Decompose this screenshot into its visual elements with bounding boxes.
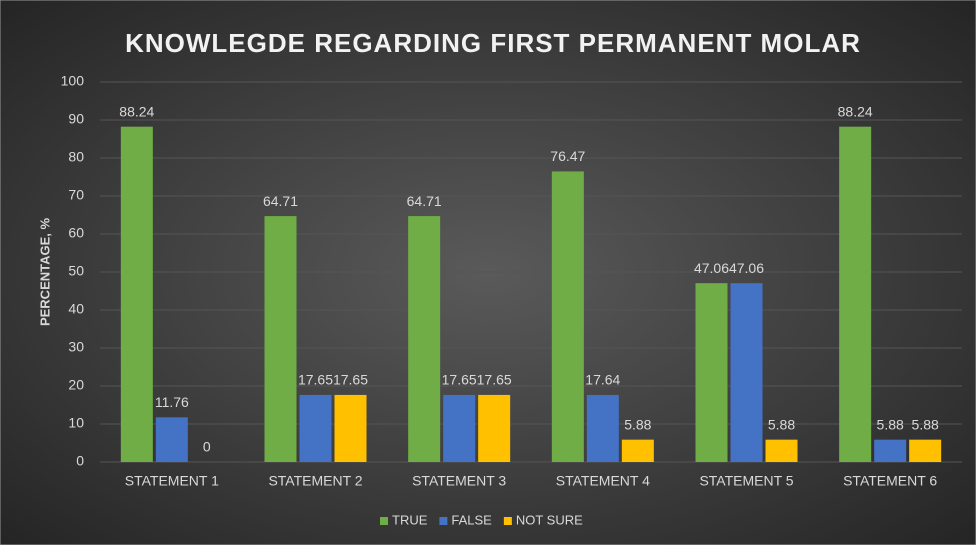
bar [264,216,297,462]
bar [120,126,153,463]
data-label: 5.88 [877,416,904,432]
bar [334,394,367,462]
data-label: 47.06 [729,260,764,276]
data-label: 64.71 [263,193,298,209]
data-label: 0 [203,439,211,455]
x-tick-label: STATEMENT 3 [412,473,506,489]
data-label: 64.71 [407,193,442,209]
legend-label: NOT SURE [516,512,583,527]
data-label: 88.24 [119,103,154,119]
bar [621,439,654,462]
y-axis-label: PERCENTAGE, % [37,218,52,327]
x-tick-label: STATEMENT 5 [699,473,793,489]
legend-swatch [439,517,448,525]
bar [874,439,907,462]
y-tick-label: 60 [68,225,84,241]
x-tick-label: STATEMENT 2 [268,473,362,489]
x-tick-label: STATEMENT 4 [556,473,650,489]
data-label: 17.65 [333,372,368,388]
bar [299,394,332,462]
bar [551,171,584,462]
bar [695,283,728,462]
bar [408,216,441,462]
bar [443,394,476,462]
bar [839,126,872,463]
data-label: 47.06 [694,260,729,276]
data-label: 17.65 [477,372,512,388]
y-tick-label: 100 [61,73,85,89]
legend-label: TRUE [392,512,428,527]
x-tick-label: STATEMENT 6 [843,473,937,489]
bar [730,283,763,462]
data-label: 5.88 [624,416,651,432]
y-tick-label: 80 [68,149,84,165]
data-label: 17.64 [585,372,620,388]
bar [478,394,511,462]
y-tick-label: 40 [68,301,84,317]
y-tick-label: 70 [68,187,84,203]
legend-label: FALSE [451,512,492,527]
chart-title: KNOWLEGDE REGARDING FIRST PERMANENT MOLA… [125,28,861,58]
y-tick-label: 0 [76,453,84,469]
y-tick-label: 90 [68,111,84,127]
y-tick-label: 30 [68,339,84,355]
bar [909,439,942,462]
bar [765,439,798,462]
data-label: 5.88 [912,416,939,432]
bar [155,417,188,462]
legend-swatch [503,517,512,525]
y-tick-label: 10 [68,415,84,431]
y-tick-label: 20 [68,377,84,393]
data-label: 76.47 [550,148,585,164]
data-label: 11.76 [155,394,189,410]
y-tick-label: 50 [68,263,84,279]
data-label: 17.65 [442,372,477,388]
data-label: 88.24 [838,103,873,119]
data-label: 17.65 [298,372,333,388]
x-tick-label: STATEMENT 1 [125,473,219,489]
data-label: 5.88 [768,416,795,432]
bar [586,394,619,462]
legend-swatch [380,517,388,525]
